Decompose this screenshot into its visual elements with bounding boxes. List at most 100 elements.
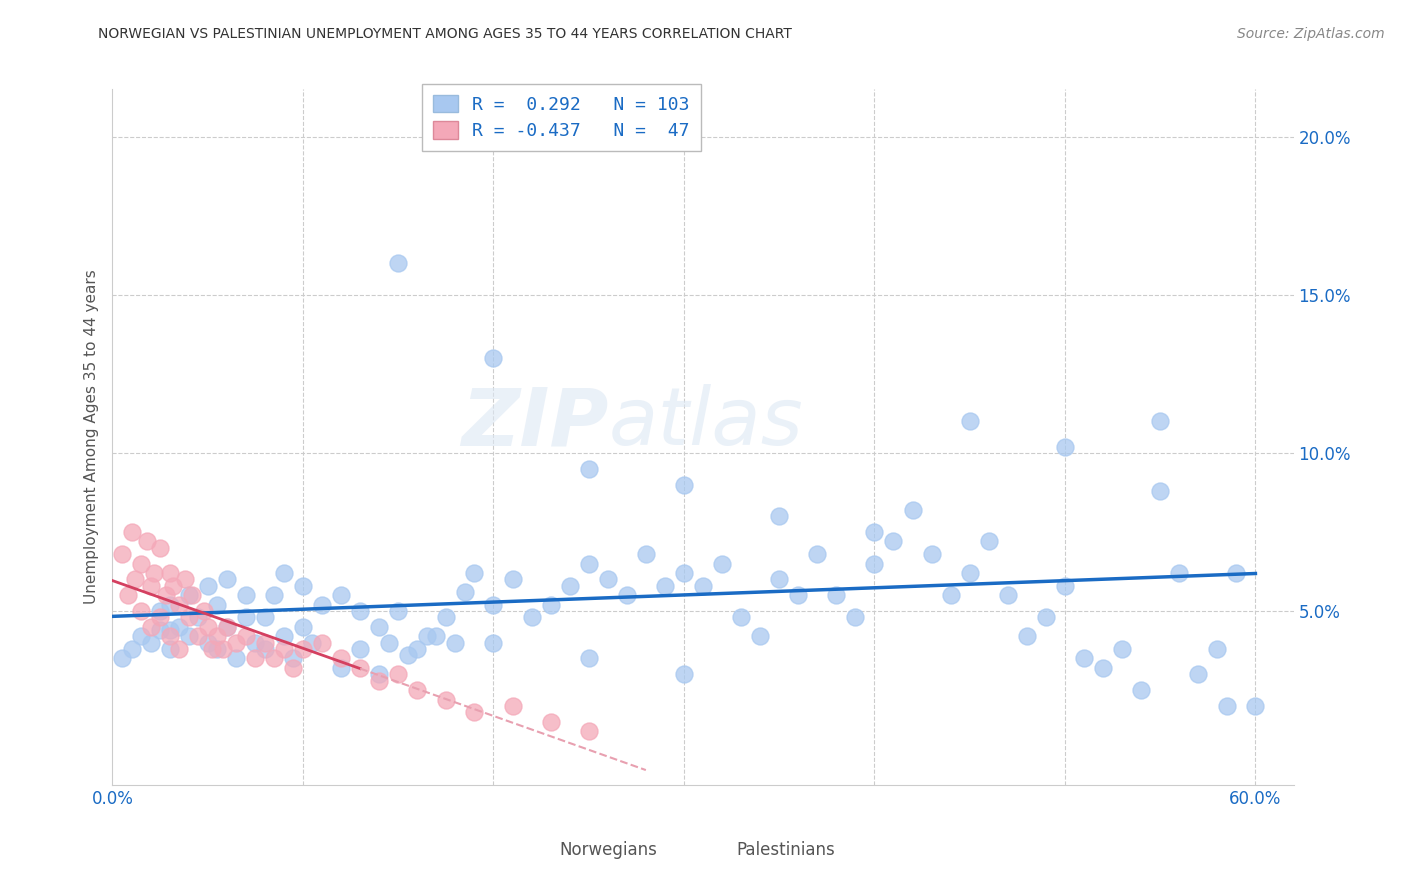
Point bbox=[863, 557, 886, 571]
Point bbox=[225, 651, 247, 665]
Point bbox=[882, 534, 904, 549]
Point bbox=[749, 629, 772, 643]
Point bbox=[768, 509, 790, 524]
Point bbox=[159, 566, 181, 580]
Point bbox=[121, 642, 143, 657]
Point bbox=[1053, 440, 1076, 454]
Point bbox=[482, 351, 505, 365]
Point bbox=[273, 566, 295, 580]
Point bbox=[149, 623, 172, 637]
Point bbox=[578, 651, 600, 665]
Point bbox=[1244, 698, 1267, 713]
Point bbox=[129, 604, 152, 618]
Point bbox=[368, 667, 391, 681]
Point bbox=[311, 598, 333, 612]
Point bbox=[200, 642, 222, 657]
Point bbox=[368, 620, 391, 634]
Point bbox=[149, 604, 172, 618]
Point bbox=[396, 648, 419, 663]
Point bbox=[672, 667, 695, 681]
Point bbox=[1168, 566, 1191, 580]
Point bbox=[139, 620, 162, 634]
Point bbox=[616, 588, 638, 602]
Point bbox=[349, 604, 371, 618]
Point bbox=[215, 573, 238, 587]
Text: Palestinians: Palestinians bbox=[737, 840, 835, 859]
Point bbox=[235, 629, 257, 643]
Point bbox=[349, 642, 371, 657]
Point bbox=[1073, 651, 1095, 665]
Point bbox=[124, 573, 146, 587]
Point bbox=[1111, 642, 1133, 657]
Point bbox=[291, 579, 314, 593]
Point bbox=[434, 692, 457, 706]
Text: ZIP: ZIP bbox=[461, 384, 609, 462]
Point bbox=[921, 547, 943, 561]
Point bbox=[135, 534, 157, 549]
Point bbox=[245, 651, 267, 665]
Point bbox=[825, 588, 848, 602]
Point bbox=[1149, 414, 1171, 428]
Point bbox=[939, 588, 962, 602]
Point bbox=[139, 579, 162, 593]
Point bbox=[253, 635, 276, 649]
Point bbox=[225, 635, 247, 649]
Point bbox=[193, 604, 215, 618]
Point bbox=[1015, 629, 1038, 643]
Point bbox=[711, 557, 734, 571]
Point bbox=[121, 524, 143, 539]
Text: NORWEGIAN VS PALESTINIAN UNEMPLOYMENT AMONG AGES 35 TO 44 YEARS CORRELATION CHAR: NORWEGIAN VS PALESTINIAN UNEMPLOYMENT AM… bbox=[98, 27, 793, 41]
Point bbox=[139, 635, 162, 649]
Point bbox=[177, 610, 200, 624]
Point bbox=[330, 661, 353, 675]
Point bbox=[143, 566, 166, 580]
Point bbox=[768, 573, 790, 587]
Point bbox=[330, 588, 353, 602]
Point bbox=[578, 557, 600, 571]
Point bbox=[502, 698, 524, 713]
Point bbox=[187, 629, 209, 643]
Point bbox=[263, 651, 285, 665]
Point bbox=[1035, 610, 1057, 624]
Point bbox=[301, 635, 323, 649]
Point bbox=[212, 642, 235, 657]
Point bbox=[159, 623, 181, 637]
Point bbox=[1149, 483, 1171, 498]
Point bbox=[129, 629, 152, 643]
Point bbox=[173, 573, 195, 587]
Point bbox=[159, 642, 181, 657]
Point bbox=[482, 635, 505, 649]
Point bbox=[901, 503, 924, 517]
Point bbox=[1206, 642, 1229, 657]
Point bbox=[167, 620, 190, 634]
Point bbox=[997, 588, 1019, 602]
Point bbox=[149, 541, 172, 555]
Point bbox=[444, 635, 467, 649]
Point bbox=[1187, 667, 1209, 681]
Point bbox=[672, 566, 695, 580]
Point bbox=[406, 683, 429, 698]
Point bbox=[672, 477, 695, 491]
Point bbox=[977, 534, 1000, 549]
Point bbox=[387, 604, 409, 618]
Point bbox=[129, 557, 152, 571]
Point bbox=[263, 588, 285, 602]
Point bbox=[273, 642, 295, 657]
Point bbox=[540, 598, 562, 612]
Point bbox=[863, 524, 886, 539]
Point bbox=[368, 673, 391, 688]
Y-axis label: Unemployment Among Ages 35 to 44 years: Unemployment Among Ages 35 to 44 years bbox=[83, 269, 98, 605]
Point bbox=[1130, 683, 1153, 698]
Text: Source: ZipAtlas.com: Source: ZipAtlas.com bbox=[1237, 27, 1385, 41]
FancyBboxPatch shape bbox=[531, 842, 561, 855]
Point bbox=[540, 714, 562, 729]
Point bbox=[387, 667, 409, 681]
Point bbox=[520, 610, 543, 624]
Point bbox=[634, 547, 657, 561]
Point bbox=[291, 620, 314, 634]
Point bbox=[1053, 579, 1076, 593]
Point bbox=[406, 642, 429, 657]
Point bbox=[578, 724, 600, 739]
FancyBboxPatch shape bbox=[709, 842, 738, 855]
Point bbox=[253, 642, 276, 657]
